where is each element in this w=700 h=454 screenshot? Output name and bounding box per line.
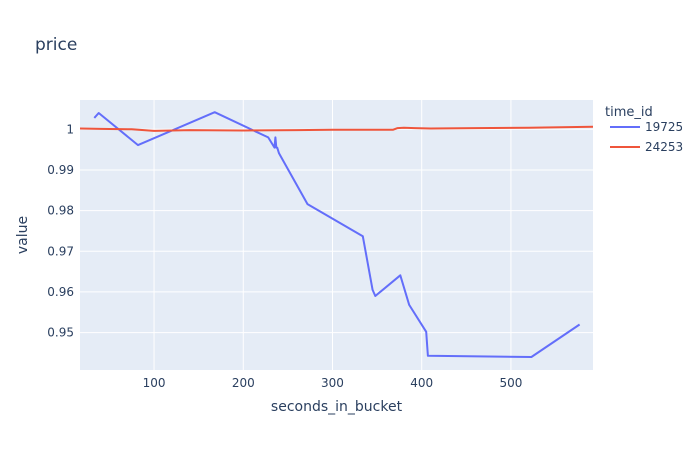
x-tick-label: 400	[410, 376, 433, 390]
legend-label-19725: 19725	[645, 120, 683, 134]
y-axis-label: value	[15, 216, 31, 254]
x-tick-label: 300	[321, 376, 344, 390]
y-tick-label: 0.97	[47, 244, 74, 258]
series-line-24253	[79, 125, 594, 132]
series-line-19725	[93, 111, 581, 358]
y-tick-label: 1	[66, 122, 74, 136]
tick-labels: 100 200 300 400 500 0.95 0.96 0.97 0.98 0.99 1	[47, 122, 522, 390]
series-layer	[79, 111, 594, 358]
legend-title: time_id	[605, 105, 653, 120]
plot-area	[80, 100, 593, 370]
y-tick-label: 0.98	[47, 204, 74, 218]
y-tick-label: 0.96	[47, 285, 74, 299]
chart-title: price	[35, 35, 77, 55]
y-tick-label: 0.95	[47, 326, 74, 340]
legend: time_id 19725 24253	[605, 105, 683, 154]
x-axis-label: seconds_in_bucket	[271, 399, 403, 415]
y-tick-label: 0.99	[47, 163, 74, 177]
x-tick-label: 500	[499, 376, 522, 390]
grid-layer	[80, 100, 593, 370]
legend-label-24253: 24253	[645, 140, 683, 154]
x-tick-label: 100	[143, 376, 166, 390]
x-tick-label: 200	[232, 376, 255, 390]
